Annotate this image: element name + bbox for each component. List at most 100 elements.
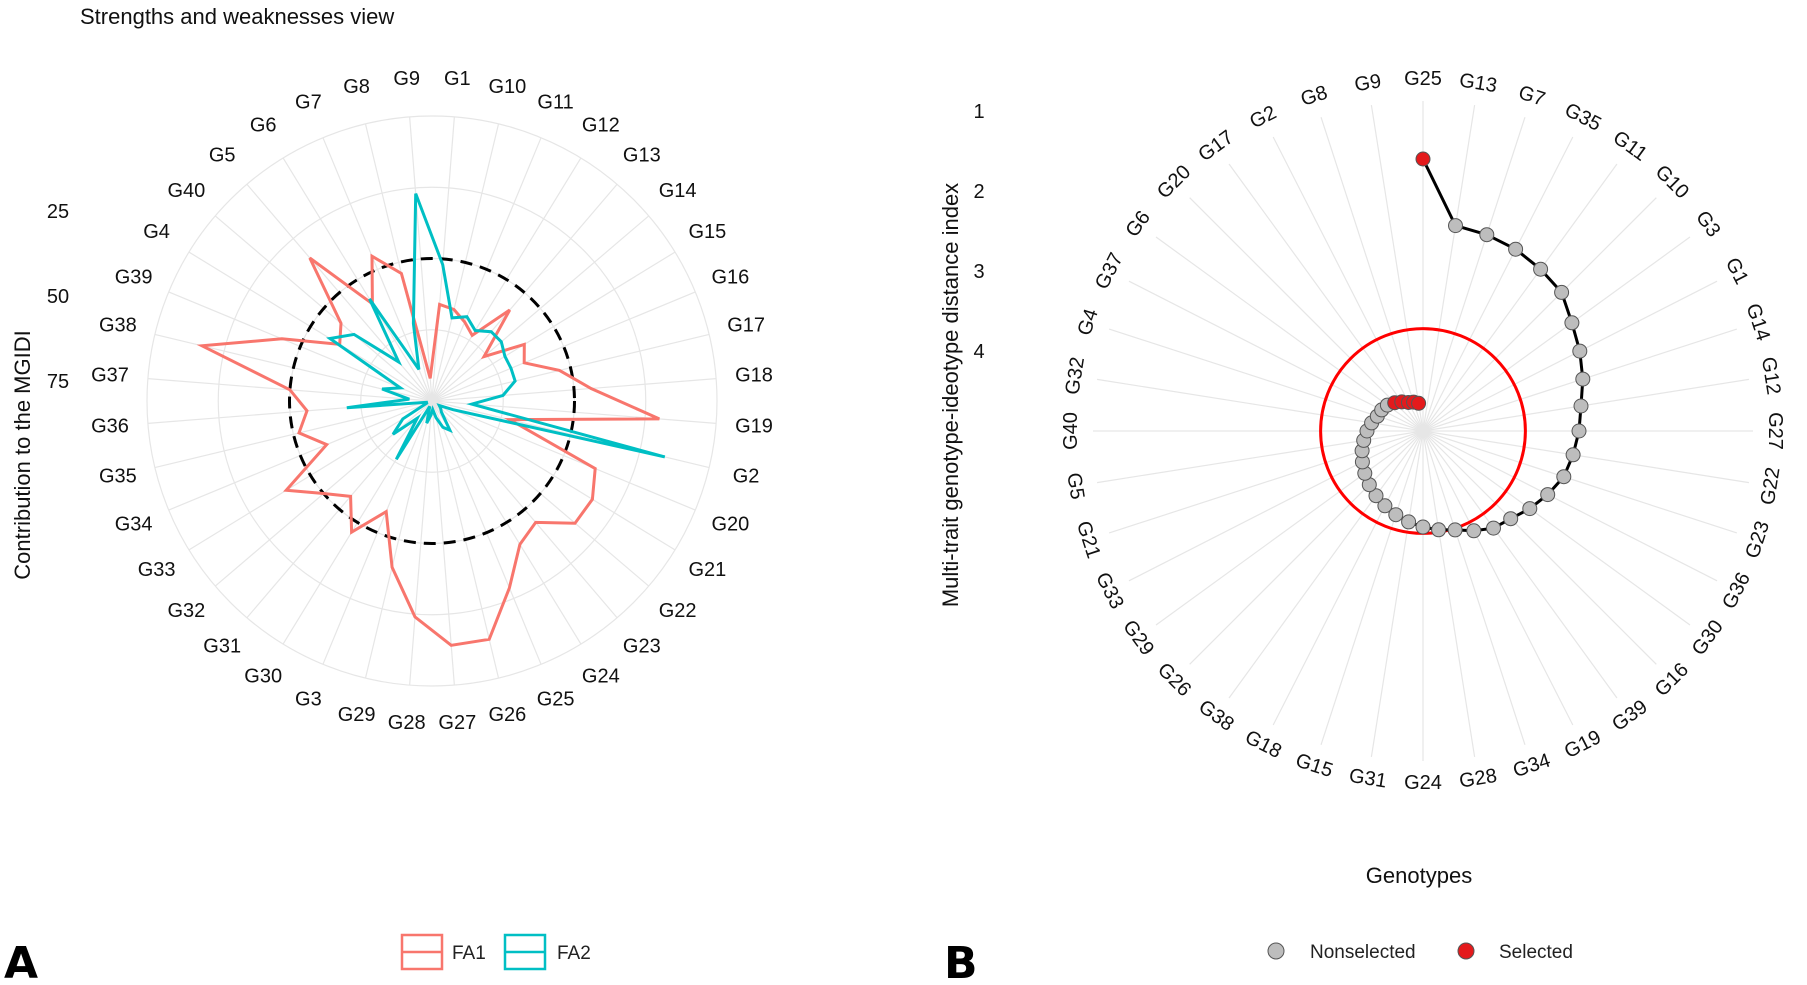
panel-b-grid-spoke [1422,236,1691,432]
panel-a-radial-tick: 25 [47,201,69,223]
series-fa2-line [326,193,666,461]
genotype-label-a-g3: G3 [295,688,322,710]
panel-b-grid-spoke [1422,430,1691,626]
genotype-label-b-g11: G11 [1609,127,1651,166]
genotype-label-b-g22: G22 [1757,466,1785,507]
genotype-label-a-g40: G40 [167,180,205,202]
panel-b-genotype-labels: G25 G13 G7G35G11G10G3G1G14G12G27G22G23G36G… [1060,68,1786,794]
panel-b-y-axis-title: Multi-trait genotype-ideotype distance i… [938,183,963,607]
genotype-label-a-g10: G10 [488,76,526,98]
panel-a-grid-spoke [409,400,433,686]
panel-b-legend: Nonselected Selected [1267,942,1573,963]
genotype-label-a-g9: G9 [393,68,420,90]
genotype-label-b-g3: G3 [1691,207,1724,242]
genotype-label-b-g28: G28 [1458,765,1499,793]
genotype-label-a-g37: G37 [91,365,129,387]
point-g24 [1415,519,1431,535]
genotype-label-b-g21: G21 [1072,518,1105,561]
genotype-label-a-g18: G18 [735,365,773,387]
panel-b-grid-spoke [1272,136,1424,432]
point-g18 [1377,498,1393,514]
point-g7 [1479,227,1495,243]
genotype-label-a-g22: G22 [659,600,697,622]
point-g34 [1447,522,1463,538]
genotype-label-a-g14: G14 [659,180,697,202]
panel-a-grid-spoke [282,157,433,402]
panel-b-grid-spoke [1422,430,1718,582]
genotype-label-b-g6: G6 [1121,207,1154,242]
panel-b-grid-spoke [1422,430,1738,534]
point-g1 [1572,343,1588,359]
genotype-label-b-g5: G5 [1062,471,1088,501]
panel-b-grid-spoke [1189,197,1424,432]
panel-a-grid-spoke [431,400,676,551]
panel-a-radial-tick: 50 [47,286,69,308]
panel-b-grid-spoke [1128,430,1424,582]
point-g38 [1368,488,1384,504]
genotype-label-a-g1: G1 [444,68,471,90]
panel-b-grid-spoke [1155,430,1424,626]
point-g3 [1564,315,1580,331]
genotype-label-b-g16: G16 [1651,659,1693,701]
point-g27 [1571,423,1587,439]
genotype-label-b-g13: G13 [1458,69,1499,97]
point-g12 [1573,398,1589,414]
panel-b-grid-spoke [1422,430,1618,699]
panel-a-grid-spoke [431,251,676,402]
genotype-label-b-g15: G15 [1293,749,1336,782]
legend-selected-label: Selected [1499,942,1573,963]
panel-a-grid-spoke [364,123,433,402]
panel-a-letter: A [4,938,38,985]
panel-a-grid [146,115,718,687]
genotype-label-b-g38: G38 [1194,696,1238,736]
genotype-label-a-g17: G17 [727,315,765,337]
panel-b-x-axis-title: Genotypes [1366,863,1472,888]
panel-b-grid-spoke [1422,430,1750,484]
genotype-label-a-g27: G27 [438,712,476,734]
point-g31 [1401,514,1417,530]
legend-selected-key [1457,942,1475,960]
genotype-label-b-g14: G14 [1741,301,1774,344]
genotype-label-a-g6: G6 [250,115,277,137]
panel-b-grid-spoke [1422,430,1657,665]
point-g10 [1554,284,1570,300]
genotype-label-a-g32: G32 [167,600,205,622]
genotype-label-b-g20: G20 [1153,161,1195,203]
genotype-label-a-g30: G30 [244,665,282,687]
genotype-label-a-g13: G13 [623,144,661,166]
panel-b-grid-spoke [1422,430,1526,746]
panel-b-grid-spoke [1155,236,1424,432]
panel-a-grid-circle [146,115,718,687]
panel-b-grid-spoke [1422,430,1476,758]
panel-a-grid-circle [360,329,504,473]
panel-b-grid-spoke [1320,430,1424,746]
genotype-label-b-g2: G2 [1246,102,1280,134]
panel-a-grid-spoke [322,400,433,665]
legend-nonselected-key [1267,942,1285,960]
panel-a-threshold-circle [288,257,576,545]
genotype-label-a-g5: G5 [209,144,236,166]
panel-b-grid-spoke [1422,116,1526,432]
panel-a-radial-ticks: 25 50 75 [47,201,69,393]
genotype-label-a-g38: G38 [99,315,137,337]
genotype-label-b-g31: G31 [1348,765,1389,793]
panel-b-points [1354,151,1591,539]
genotype-label-a-g34: G34 [115,514,153,536]
genotype-label-b-g7: G7 [1516,82,1548,111]
genotype-label-a-g33: G33 [138,559,176,581]
genotype-label-a-g20: G20 [711,514,749,536]
point-g36 [1540,487,1556,503]
genotype-label-a-g2: G2 [733,465,760,487]
genotype-label-a-g24: G24 [582,665,620,687]
genotype-label-a-g8: G8 [343,76,370,98]
panel-a-grid-spoke [431,291,696,402]
genotype-label-a-g19: G19 [735,415,773,437]
point-g14 [1575,371,1591,387]
genotype-label-b-g12: G12 [1757,356,1785,397]
panel-b-grid-spoke [1370,104,1424,432]
genotype-label-a-g36: G36 [91,415,129,437]
panel-b-grid-spoke [1422,104,1476,432]
genotype-label-b-g39: G39 [1608,696,1652,736]
panel-b-grid [1093,101,1753,761]
